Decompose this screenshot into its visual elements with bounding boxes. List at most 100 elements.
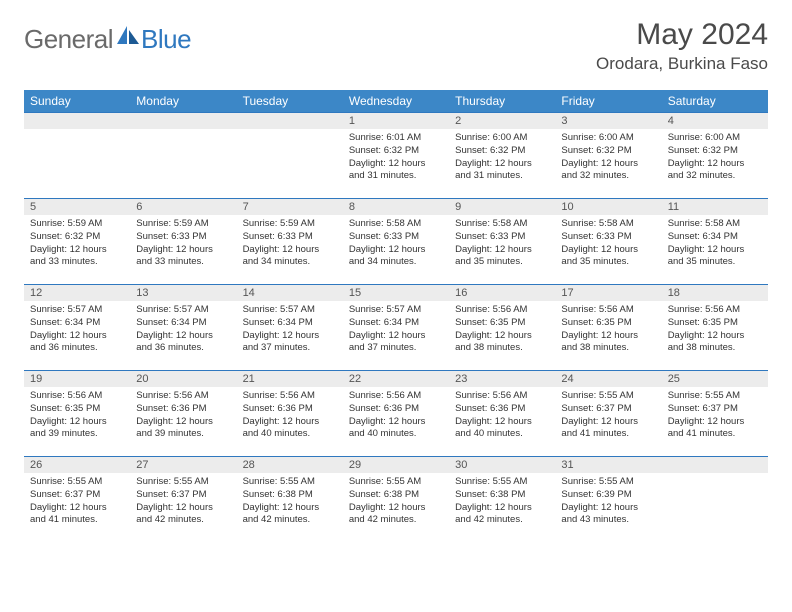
day-info: Sunrise: 5:57 AMSunset: 6:34 PMDaylight:… — [130, 301, 236, 359]
day-number: 31 — [555, 456, 661, 473]
day-info: Sunrise: 5:57 AMSunset: 6:34 PMDaylight:… — [237, 301, 343, 359]
day-number: 14 — [237, 284, 343, 301]
day-info: Sunrise: 5:56 AMSunset: 6:36 PMDaylight:… — [130, 387, 236, 445]
day-number: 20 — [130, 370, 236, 387]
weekday-header: Monday — [130, 90, 236, 112]
calendar-week-row: 5Sunrise: 5:59 AMSunset: 6:32 PMDaylight… — [24, 198, 768, 284]
day-number: 19 — [24, 370, 130, 387]
calendar-day-cell: 17Sunrise: 5:56 AMSunset: 6:35 PMDayligh… — [555, 284, 661, 370]
day-number: 13 — [130, 284, 236, 301]
calendar-day-cell: 7Sunrise: 5:59 AMSunset: 6:33 PMDaylight… — [237, 198, 343, 284]
day-number: 16 — [449, 284, 555, 301]
calendar-day-cell — [130, 112, 236, 198]
weekday-header: Sunday — [24, 90, 130, 112]
day-info: Sunrise: 6:00 AMSunset: 6:32 PMDaylight:… — [662, 129, 768, 187]
day-number: 21 — [237, 370, 343, 387]
calendar-day-cell: 28Sunrise: 5:55 AMSunset: 6:38 PMDayligh… — [237, 456, 343, 542]
month-title: May 2024 — [596, 18, 768, 52]
calendar-day-cell: 14Sunrise: 5:57 AMSunset: 6:34 PMDayligh… — [237, 284, 343, 370]
day-info: Sunrise: 6:00 AMSunset: 6:32 PMDaylight:… — [555, 129, 661, 187]
day-number: 18 — [662, 284, 768, 301]
day-number: 9 — [449, 198, 555, 215]
calendar-day-cell: 18Sunrise: 5:56 AMSunset: 6:35 PMDayligh… — [662, 284, 768, 370]
calendar-day-cell — [24, 112, 130, 198]
day-number: 5 — [24, 198, 130, 215]
day-info: Sunrise: 5:55 AMSunset: 6:38 PMDaylight:… — [343, 473, 449, 531]
day-number: 25 — [662, 370, 768, 387]
title-block: May 2024 Orodara, Burkina Faso — [596, 18, 768, 74]
day-number: 29 — [343, 456, 449, 473]
weekday-header: Thursday — [449, 90, 555, 112]
day-number: 10 — [555, 198, 661, 215]
day-info: Sunrise: 5:56 AMSunset: 6:36 PMDaylight:… — [449, 387, 555, 445]
calendar-body: 1Sunrise: 6:01 AMSunset: 6:32 PMDaylight… — [24, 112, 768, 542]
calendar-day-cell: 22Sunrise: 5:56 AMSunset: 6:36 PMDayligh… — [343, 370, 449, 456]
day-info: Sunrise: 5:57 AMSunset: 6:34 PMDaylight:… — [343, 301, 449, 359]
day-info: Sunrise: 5:56 AMSunset: 6:35 PMDaylight:… — [24, 387, 130, 445]
day-info: Sunrise: 5:58 AMSunset: 6:34 PMDaylight:… — [662, 215, 768, 273]
calendar-day-cell: 25Sunrise: 5:55 AMSunset: 6:37 PMDayligh… — [662, 370, 768, 456]
logo-sail-icon — [117, 26, 139, 44]
day-info: Sunrise: 5:55 AMSunset: 6:38 PMDaylight:… — [237, 473, 343, 531]
calendar-day-cell: 29Sunrise: 5:55 AMSunset: 6:38 PMDayligh… — [343, 456, 449, 542]
day-info: Sunrise: 5:55 AMSunset: 6:37 PMDaylight:… — [130, 473, 236, 531]
day-number: 28 — [237, 456, 343, 473]
logo: General Blue — [24, 18, 191, 55]
day-number: 12 — [24, 284, 130, 301]
day-number: 22 — [343, 370, 449, 387]
day-info: Sunrise: 5:58 AMSunset: 6:33 PMDaylight:… — [343, 215, 449, 273]
calendar-day-cell: 26Sunrise: 5:55 AMSunset: 6:37 PMDayligh… — [24, 456, 130, 542]
calendar-table: SundayMondayTuesdayWednesdayThursdayFrid… — [24, 90, 768, 542]
day-number: 30 — [449, 456, 555, 473]
calendar-day-cell: 27Sunrise: 5:55 AMSunset: 6:37 PMDayligh… — [130, 456, 236, 542]
calendar-day-cell: 9Sunrise: 5:58 AMSunset: 6:33 PMDaylight… — [449, 198, 555, 284]
calendar-day-cell: 10Sunrise: 5:58 AMSunset: 6:33 PMDayligh… — [555, 198, 661, 284]
day-number: 15 — [343, 284, 449, 301]
location: Orodara, Burkina Faso — [596, 54, 768, 74]
day-info: Sunrise: 5:58 AMSunset: 6:33 PMDaylight:… — [449, 215, 555, 273]
logo-text-general: General — [24, 24, 113, 55]
day-number: 17 — [555, 284, 661, 301]
day-info: Sunrise: 5:59 AMSunset: 6:33 PMDaylight:… — [237, 215, 343, 273]
calendar-day-cell: 4Sunrise: 6:00 AMSunset: 6:32 PMDaylight… — [662, 112, 768, 198]
day-info: Sunrise: 5:55 AMSunset: 6:37 PMDaylight:… — [555, 387, 661, 445]
day-number: 23 — [449, 370, 555, 387]
calendar-day-cell: 20Sunrise: 5:56 AMSunset: 6:36 PMDayligh… — [130, 370, 236, 456]
day-info: Sunrise: 5:59 AMSunset: 6:33 PMDaylight:… — [130, 215, 236, 273]
calendar-day-cell: 31Sunrise: 5:55 AMSunset: 6:39 PMDayligh… — [555, 456, 661, 542]
calendar-week-row: 12Sunrise: 5:57 AMSunset: 6:34 PMDayligh… — [24, 284, 768, 370]
day-number: 26 — [24, 456, 130, 473]
day-number: 4 — [662, 112, 768, 129]
day-number: 3 — [555, 112, 661, 129]
logo-text-blue: Blue — [141, 24, 191, 55]
calendar-day-cell: 19Sunrise: 5:56 AMSunset: 6:35 PMDayligh… — [24, 370, 130, 456]
calendar-day-cell: 30Sunrise: 5:55 AMSunset: 6:38 PMDayligh… — [449, 456, 555, 542]
calendar-day-cell: 1Sunrise: 6:01 AMSunset: 6:32 PMDaylight… — [343, 112, 449, 198]
calendar-day-cell: 6Sunrise: 5:59 AMSunset: 6:33 PMDaylight… — [130, 198, 236, 284]
day-info: Sunrise: 5:55 AMSunset: 6:39 PMDaylight:… — [555, 473, 661, 531]
day-info: Sunrise: 5:55 AMSunset: 6:37 PMDaylight:… — [662, 387, 768, 445]
day-info: Sunrise: 5:55 AMSunset: 6:37 PMDaylight:… — [24, 473, 130, 531]
day-number: 7 — [237, 198, 343, 215]
calendar-week-row: 26Sunrise: 5:55 AMSunset: 6:37 PMDayligh… — [24, 456, 768, 542]
day-info: Sunrise: 5:56 AMSunset: 6:36 PMDaylight:… — [237, 387, 343, 445]
weekday-header: Tuesday — [237, 90, 343, 112]
day-number: 27 — [130, 456, 236, 473]
day-info: Sunrise: 5:56 AMSunset: 6:35 PMDaylight:… — [662, 301, 768, 359]
weekday-header: Wednesday — [343, 90, 449, 112]
day-number: 1 — [343, 112, 449, 129]
day-info: Sunrise: 5:56 AMSunset: 6:35 PMDaylight:… — [555, 301, 661, 359]
calendar-day-cell: 5Sunrise: 5:59 AMSunset: 6:32 PMDaylight… — [24, 198, 130, 284]
calendar-day-cell: 13Sunrise: 5:57 AMSunset: 6:34 PMDayligh… — [130, 284, 236, 370]
day-number: 11 — [662, 198, 768, 215]
calendar-day-cell: 12Sunrise: 5:57 AMSunset: 6:34 PMDayligh… — [24, 284, 130, 370]
calendar-week-row: 1Sunrise: 6:01 AMSunset: 6:32 PMDaylight… — [24, 112, 768, 198]
day-number: 6 — [130, 198, 236, 215]
calendar-day-cell: 8Sunrise: 5:58 AMSunset: 6:33 PMDaylight… — [343, 198, 449, 284]
day-info: Sunrise: 5:59 AMSunset: 6:32 PMDaylight:… — [24, 215, 130, 273]
header: General Blue May 2024 Orodara, Burkina F… — [24, 18, 768, 74]
day-number: 24 — [555, 370, 661, 387]
calendar-day-cell: 24Sunrise: 5:55 AMSunset: 6:37 PMDayligh… — [555, 370, 661, 456]
calendar-day-cell: 15Sunrise: 5:57 AMSunset: 6:34 PMDayligh… — [343, 284, 449, 370]
calendar-day-cell: 3Sunrise: 6:00 AMSunset: 6:32 PMDaylight… — [555, 112, 661, 198]
